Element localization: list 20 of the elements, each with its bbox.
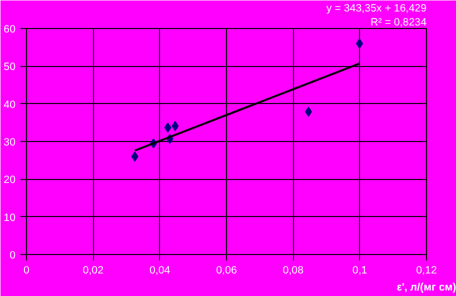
- y-tick-label: 50: [4, 61, 16, 74]
- x-tick-label: 0,08: [282, 264, 304, 276]
- y-tick-label: 0: [10, 250, 16, 262]
- x-tick-label: 0,12: [416, 264, 437, 276]
- text: R² = 0,8234: [370, 16, 427, 28]
- x-axis-title: ε', л/(мг см): [396, 282, 456, 294]
- text: y = 343,35x + 16,429: [326, 2, 427, 14]
- point: [164, 122, 172, 133]
- point: [131, 152, 138, 162]
- y-tick-label: 30: [4, 136, 16, 148]
- x-tick-label: 0,1: [352, 264, 368, 276]
- x-tick-label: 0: [24, 264, 30, 276]
- x-tick-label: 0,06: [216, 264, 237, 276]
- point: [172, 121, 179, 132]
- x-tick-label: 0,04: [149, 264, 170, 276]
- y-tick-label: 10: [4, 212, 16, 224]
- y-tick-label: 60: [4, 24, 16, 36]
- y-tick-label: 40: [4, 98, 16, 111]
- y-tick-label: 20: [4, 174, 16, 186]
- x-tick-label: 0,02: [82, 264, 104, 276]
